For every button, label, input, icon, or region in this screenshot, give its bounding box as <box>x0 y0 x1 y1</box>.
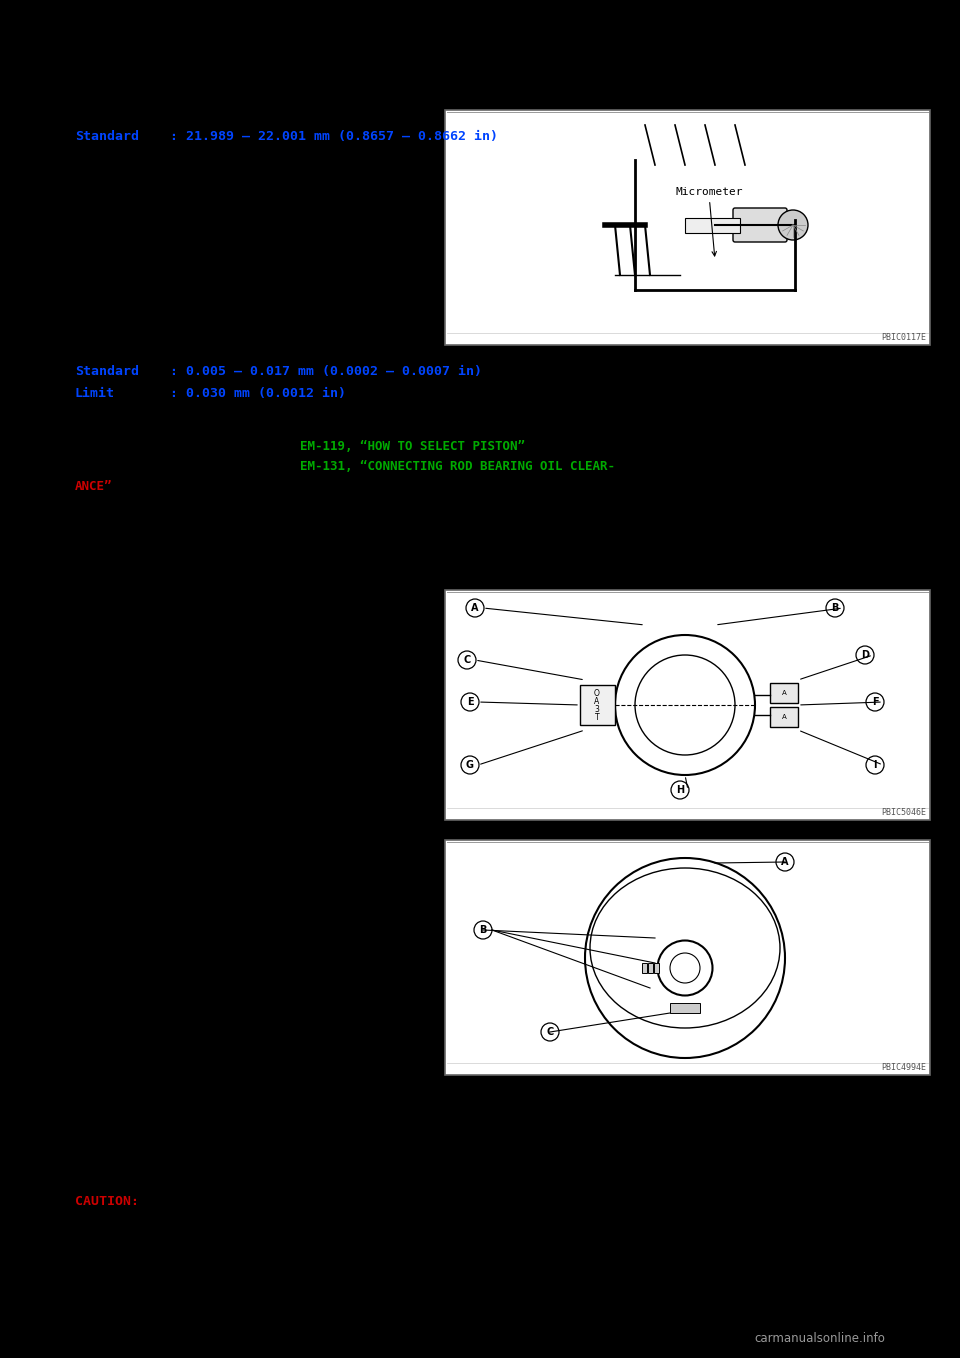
Bar <box>685 219 740 234</box>
Bar <box>670 1004 700 1013</box>
Bar <box>445 589 930 820</box>
Text: EM-119, “HOW TO SELECT PISTON”: EM-119, “HOW TO SELECT PISTON” <box>300 440 525 454</box>
Text: A: A <box>471 603 479 612</box>
Text: G: G <box>466 760 474 770</box>
Text: C: C <box>464 655 470 665</box>
Text: EM-131, “CONNECTING ROD BEARING OIL CLEAR-: EM-131, “CONNECTING ROD BEARING OIL CLEA… <box>300 460 615 473</box>
Text: : 0.005 – 0.017 mm (0.0002 – 0.0007 in): : 0.005 – 0.017 mm (0.0002 – 0.0007 in) <box>170 365 482 378</box>
Text: D: D <box>861 650 869 660</box>
Bar <box>654 963 659 972</box>
FancyBboxPatch shape <box>733 208 787 242</box>
Circle shape <box>778 210 808 240</box>
Text: Standard: Standard <box>75 365 139 378</box>
Text: O: O <box>594 689 600 698</box>
Text: PBIC4994E: PBIC4994E <box>881 1063 926 1071</box>
Text: PBIC0117E: PBIC0117E <box>881 333 926 342</box>
Text: A: A <box>781 857 789 866</box>
Text: E: E <box>467 697 473 708</box>
Text: 3: 3 <box>594 705 599 713</box>
Bar <box>445 841 930 1076</box>
Text: : 0.030 mm (0.0012 in): : 0.030 mm (0.0012 in) <box>170 387 346 401</box>
Text: A: A <box>781 690 786 697</box>
Text: : 21.989 – 22.001 mm (0.8657 – 0.8662 in): : 21.989 – 22.001 mm (0.8657 – 0.8662 in… <box>170 130 498 143</box>
Bar <box>770 683 798 703</box>
Text: carmanualsonline.info: carmanualsonline.info <box>755 1332 885 1344</box>
Text: ANCE”: ANCE” <box>75 479 112 493</box>
Text: F: F <box>872 697 878 708</box>
Text: I: I <box>874 760 876 770</box>
Text: B: B <box>831 603 839 612</box>
Text: Standard: Standard <box>75 130 139 143</box>
Bar <box>580 684 615 725</box>
Text: Micrometer: Micrometer <box>675 187 742 257</box>
Text: A: A <box>594 697 600 706</box>
Text: CAUTION:: CAUTION: <box>75 1195 139 1209</box>
Bar <box>648 963 653 972</box>
Text: Limit: Limit <box>75 387 115 401</box>
Text: A: A <box>781 714 786 720</box>
Text: C: C <box>546 1027 554 1038</box>
Text: T: T <box>594 713 599 721</box>
Text: PBIC5046E: PBIC5046E <box>881 808 926 818</box>
Bar <box>445 110 930 345</box>
Text: H: H <box>676 785 684 794</box>
Bar <box>770 708 798 727</box>
Text: B: B <box>479 925 487 936</box>
Bar <box>642 963 647 972</box>
